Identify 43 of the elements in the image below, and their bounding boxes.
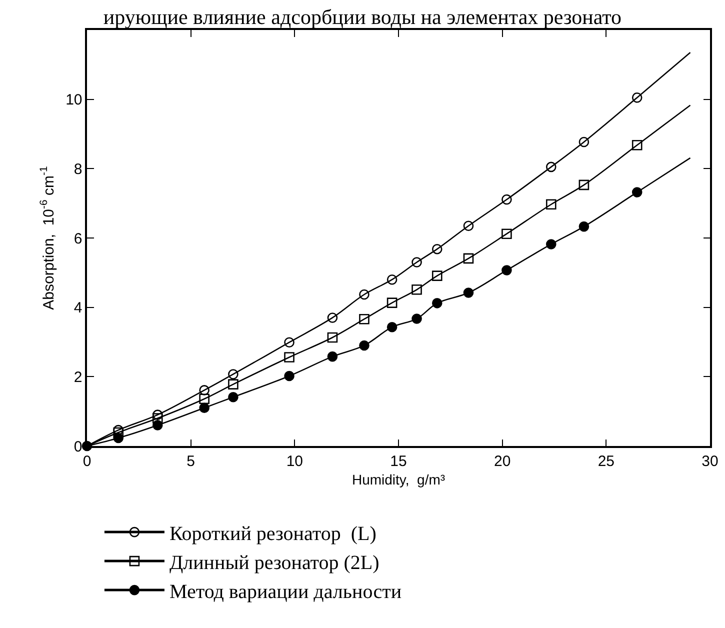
legend-label: Метод вариации дальности: [169, 580, 402, 603]
y-tick-label: 6: [74, 230, 82, 248]
point: [632, 92, 642, 103]
point: [359, 289, 370, 300]
y-tick-label: 4: [74, 300, 82, 317]
point: [327, 332, 338, 343]
chart-title: ирующие влияние адсорбции воды на элементах резонато: [103, 5, 622, 30]
point: [432, 270, 442, 281]
point: [228, 379, 238, 390]
y-tick-label: 0: [74, 438, 82, 456]
point: [502, 228, 512, 239]
x-axis-title: Humidity, g/m³: [352, 472, 446, 488]
point: [327, 312, 338, 323]
x-tick-label: 10: [286, 452, 304, 470]
legend-label: Короткий резонатор (L): [169, 522, 376, 545]
point: [284, 337, 294, 348]
point: [386, 274, 398, 285]
x-tick-label: 15: [390, 452, 407, 470]
point: [412, 284, 422, 295]
point: [546, 162, 556, 172]
point: [578, 136, 590, 148]
point: [502, 194, 512, 205]
point: [463, 253, 474, 264]
y-tick-label: 8: [74, 160, 82, 178]
point: [199, 394, 210, 404]
point: [199, 385, 210, 396]
point: [578, 180, 590, 190]
x-tick-label: 5: [186, 452, 195, 470]
x-tick-label: 30: [702, 452, 718, 470]
legend-label: Длинный резонатор (2L): [169, 552, 380, 574]
point: [359, 314, 370, 324]
point: [284, 352, 294, 362]
point: [228, 369, 238, 380]
point: [432, 244, 442, 254]
point: [546, 199, 556, 210]
point: [632, 140, 642, 150]
y-tick-label: 10: [66, 92, 82, 109]
point: [412, 257, 422, 268]
x-tick-label: 20: [494, 452, 511, 470]
x-tick-label: 25: [598, 452, 615, 470]
y-tick-label: 2: [74, 368, 82, 386]
point: [386, 298, 398, 308]
point: [463, 220, 474, 232]
